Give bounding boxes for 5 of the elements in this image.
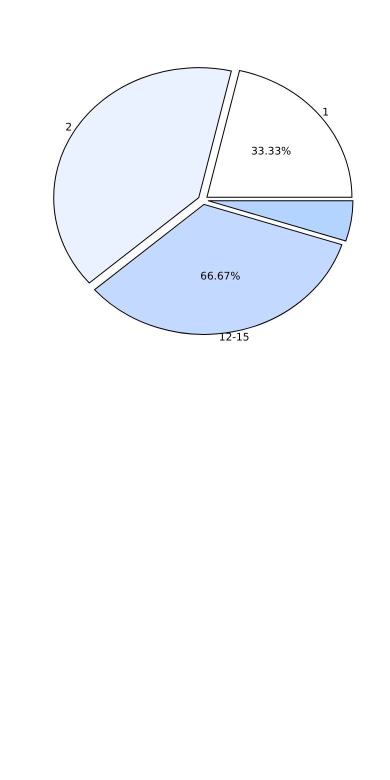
slice-label: 2 [65,122,72,134]
slice-label: 1 [322,106,329,119]
text: 66.67% [200,270,240,282]
slice-label: 12-15 [218,331,250,344]
text: 33.33% [251,145,292,158]
